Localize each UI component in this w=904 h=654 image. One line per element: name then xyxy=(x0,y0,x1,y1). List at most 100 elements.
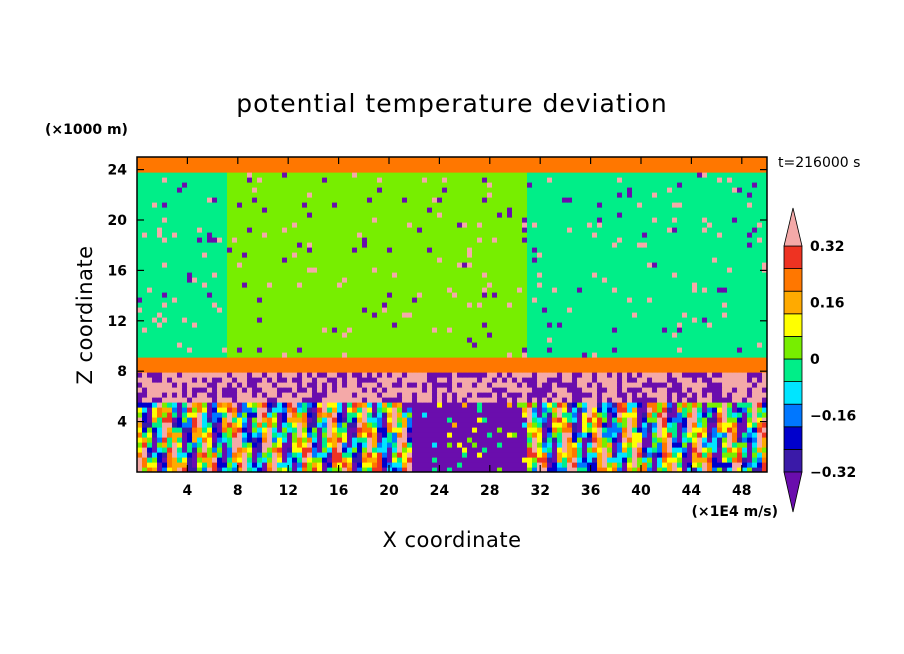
heatmap-cell xyxy=(212,292,218,298)
heatmap-cell xyxy=(547,327,553,333)
heatmap-cell xyxy=(627,362,633,368)
heatmap-cell xyxy=(177,427,183,433)
heatmap-cell xyxy=(347,387,353,393)
heatmap-cell xyxy=(497,352,503,358)
heatmap-cell xyxy=(612,422,618,428)
heatmap-cell xyxy=(527,322,533,328)
heatmap-cell xyxy=(272,347,278,353)
heatmap-cell xyxy=(577,442,583,448)
heatmap-cell xyxy=(652,347,658,353)
heatmap-cell xyxy=(617,447,623,453)
heatmap-cell xyxy=(347,357,353,363)
heatmap-cell xyxy=(352,372,358,378)
heatmap-cell xyxy=(407,377,413,383)
heatmap-cell xyxy=(197,332,203,338)
heatmap-cell xyxy=(137,452,143,458)
heatmap-cell xyxy=(487,462,493,468)
heatmap-cell xyxy=(492,277,498,283)
heatmap-cell xyxy=(562,312,568,318)
heatmap-cell xyxy=(162,372,168,378)
heatmap-cell xyxy=(152,402,158,408)
heatmap-cell xyxy=(477,327,483,333)
heatmap-cell xyxy=(697,307,703,313)
heatmap-cell xyxy=(162,377,168,383)
heatmap-cell xyxy=(647,282,653,288)
heatmap-cell xyxy=(307,432,313,438)
heatmap-cell xyxy=(587,282,593,288)
heatmap-cell xyxy=(647,322,653,328)
heatmap-cell xyxy=(152,282,158,288)
heatmap-cell xyxy=(162,407,168,413)
heatmap-cell xyxy=(657,327,663,333)
heatmap-cell xyxy=(482,287,488,293)
heatmap-cell xyxy=(622,397,628,403)
heatmap-cell xyxy=(297,432,303,438)
heatmap-cell xyxy=(362,457,368,463)
heatmap-cell xyxy=(177,277,183,283)
heatmap-cell xyxy=(402,342,408,348)
heatmap-cell xyxy=(547,377,553,383)
heatmap-cell xyxy=(367,467,373,472)
heatmap-cell xyxy=(312,377,318,383)
heatmap-cell xyxy=(367,417,373,423)
heatmap-cell xyxy=(472,457,478,463)
heatmap-cell xyxy=(607,297,613,303)
heatmap-cell xyxy=(457,272,463,278)
heatmap-cell xyxy=(527,412,533,418)
heatmap-cell xyxy=(182,432,188,438)
heatmap-cell xyxy=(207,347,213,353)
heatmap-cell xyxy=(672,332,678,338)
heatmap-cell xyxy=(267,347,273,353)
heatmap-cell xyxy=(687,407,693,413)
heatmap-cell xyxy=(292,362,298,368)
heatmap-cell xyxy=(217,357,223,363)
heatmap-cell xyxy=(437,387,443,393)
heatmap-cell xyxy=(622,422,628,428)
heatmap-cell xyxy=(327,457,333,463)
heatmap-cell xyxy=(402,407,408,413)
heatmap-cell xyxy=(637,417,643,423)
heatmap-cell xyxy=(402,412,408,418)
heatmap-cell xyxy=(617,287,623,293)
heatmap-cell xyxy=(692,427,698,433)
heatmap-cell xyxy=(467,377,473,383)
heatmap-cell xyxy=(187,457,193,463)
heatmap-cell xyxy=(652,372,658,378)
heatmap-cell xyxy=(397,312,403,318)
heatmap-cell xyxy=(732,362,738,368)
heatmap-cell xyxy=(582,297,588,303)
heatmap-cell xyxy=(262,387,268,393)
heatmap-cell xyxy=(607,307,613,313)
heatmap-cell xyxy=(162,382,168,388)
heatmap-cell xyxy=(277,452,283,458)
heatmap-cell xyxy=(747,382,753,388)
heatmap-cell xyxy=(512,307,518,313)
heatmap-cell xyxy=(322,292,328,298)
heatmap-cell xyxy=(512,457,518,463)
heatmap-cell xyxy=(152,357,158,363)
heatmap-cell xyxy=(617,367,623,373)
heatmap-cell xyxy=(207,337,213,343)
heatmap-cell xyxy=(587,432,593,438)
heatmap-cell xyxy=(502,277,508,283)
heatmap-cell xyxy=(617,462,623,468)
heatmap-cell xyxy=(387,322,393,328)
heatmap-cell xyxy=(337,402,343,408)
heatmap-cell xyxy=(622,287,628,293)
heatmap-cell xyxy=(632,417,638,423)
heatmap-cell xyxy=(687,402,693,408)
heatmap-cell xyxy=(587,292,593,298)
heatmap-cell xyxy=(672,302,678,308)
heatmap-cell xyxy=(492,287,498,293)
heatmap-cell xyxy=(232,422,238,428)
heatmap-cell xyxy=(442,362,448,368)
heatmap-cell xyxy=(252,412,258,418)
heatmap-cell xyxy=(612,377,618,383)
heatmap-cell xyxy=(737,362,743,368)
heatmap-cell xyxy=(737,432,743,438)
heatmap-cell xyxy=(647,367,653,373)
heatmap-cell xyxy=(297,382,303,388)
heatmap-cell xyxy=(497,382,503,388)
heatmap-cell xyxy=(327,412,333,418)
heatmap-cell xyxy=(237,307,243,313)
